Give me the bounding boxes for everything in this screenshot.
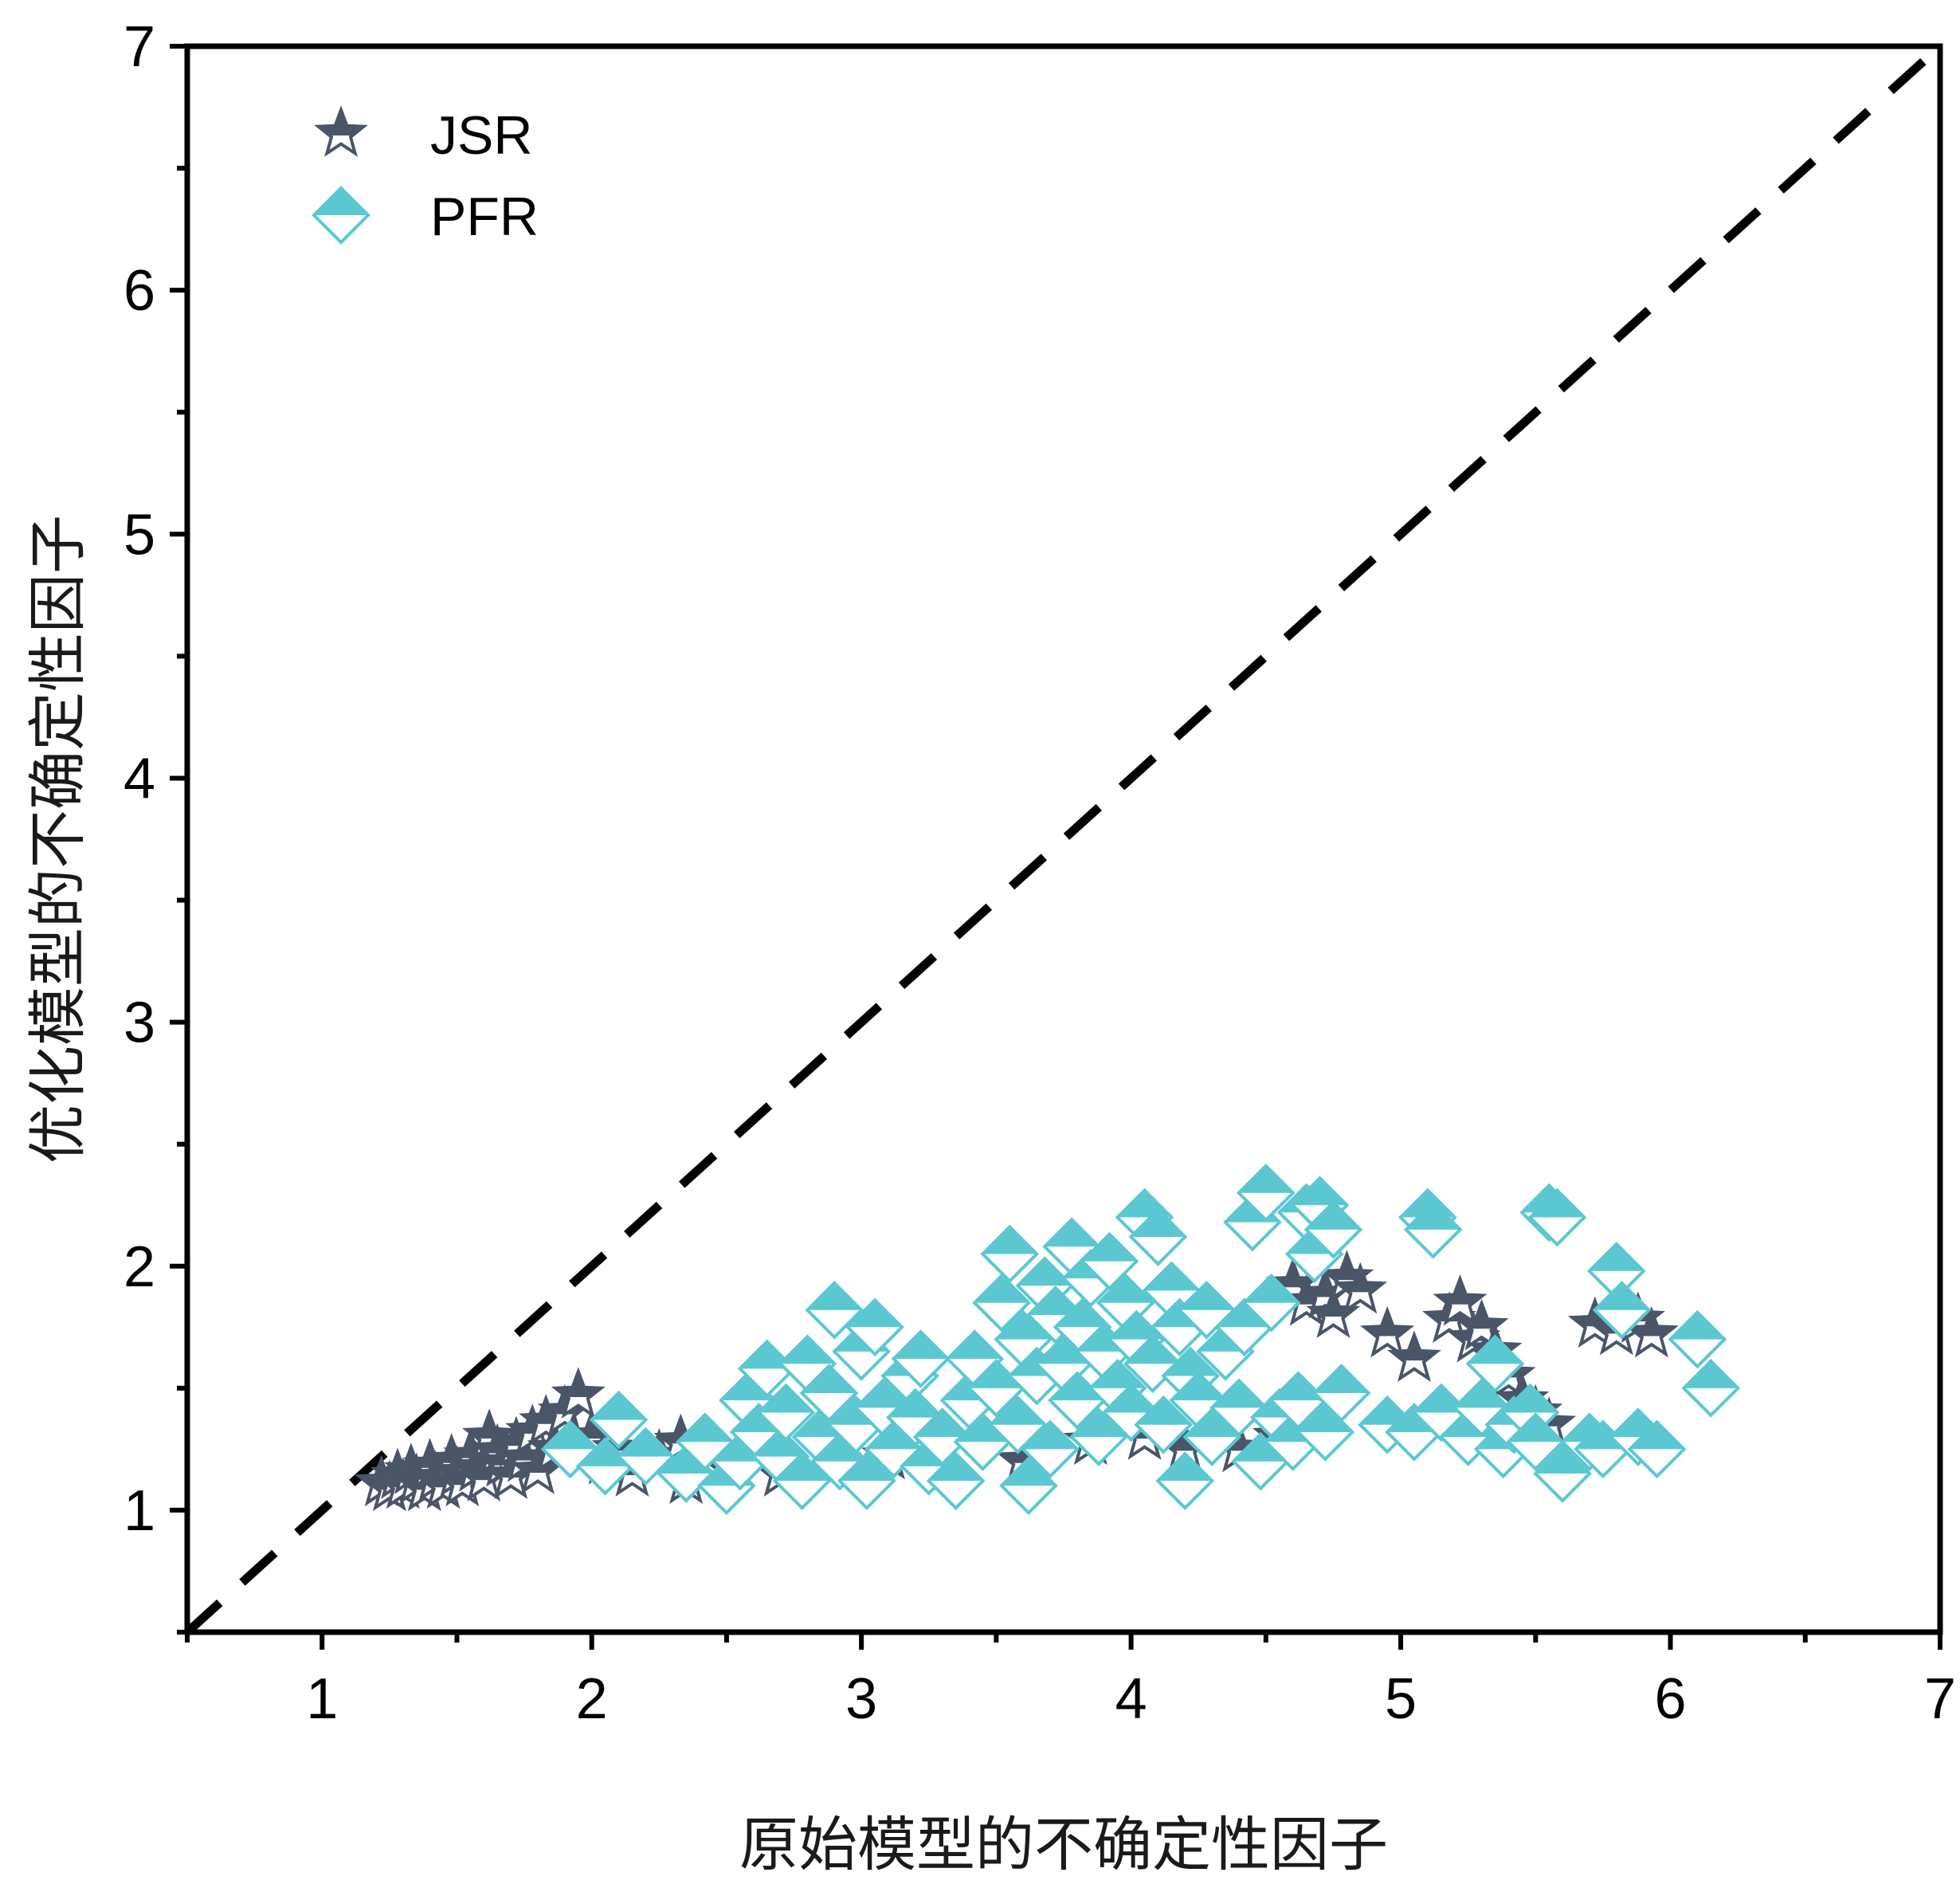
pfr-point <box>1303 1200 1363 1259</box>
points-layer <box>354 1164 1741 1516</box>
x-tick-label: 1 <box>306 1667 338 1731</box>
pfr-point <box>1506 1412 1566 1472</box>
y-tick-label: 3 <box>123 991 155 1055</box>
jsr-point <box>1387 1330 1441 1383</box>
legend-label-pfr: PFR <box>430 186 539 247</box>
jsr-point <box>551 1367 606 1419</box>
pfr-point <box>1021 1419 1080 1479</box>
pfr-point <box>1403 1200 1463 1259</box>
reference-diagonal-line <box>185 46 1942 1632</box>
pfr-point <box>772 1451 832 1511</box>
pfr-point <box>945 1329 1005 1388</box>
jsr-point <box>1333 1262 1388 1314</box>
pfr-point <box>926 1451 986 1511</box>
jsr-point <box>511 1442 565 1494</box>
pfr-point <box>616 1427 676 1486</box>
pfr-point <box>912 1407 972 1466</box>
y-tick-label: 4 <box>123 747 155 811</box>
x-tick-label: 7 <box>1924 1667 1956 1731</box>
y-tick-label: 5 <box>123 503 155 567</box>
pfr-point <box>1465 1334 1525 1394</box>
pfr-point <box>999 1456 1058 1516</box>
y-axis: 1 2 3 4 5 6 7 <box>123 15 187 1635</box>
x-axis-title: 原始模型的不确定性因子 <box>739 1811 1388 1879</box>
legend-label-jsr: JSR <box>430 105 532 166</box>
pfr-point <box>1290 1176 1350 1235</box>
pfr-point <box>1681 1359 1741 1418</box>
pfr-point <box>805 1281 864 1340</box>
pfr-point <box>988 1395 1048 1454</box>
pfr-point <box>1134 1395 1194 1454</box>
legend: JSR PFR <box>312 105 539 247</box>
legend-diamond-marker <box>312 186 370 245</box>
legend-star-marker <box>314 105 368 157</box>
y-tick-label: 6 <box>123 259 155 323</box>
pfr-point <box>1268 1371 1328 1430</box>
pfr-point <box>1128 1207 1188 1266</box>
pfr-point <box>589 1390 649 1450</box>
pfr-point <box>837 1451 896 1511</box>
pfr-point <box>980 1224 1040 1284</box>
y-axis-title: 优化模型的不确定性因子 <box>24 515 92 1164</box>
pfr-point <box>972 1273 1031 1333</box>
pfr-point <box>1311 1364 1371 1423</box>
x-axis: 1 2 3 4 5 6 7 <box>185 1632 1956 1731</box>
pfr-point <box>1015 1256 1075 1316</box>
plot-frame <box>184 43 1943 1635</box>
reference-line-layer <box>185 46 1942 1632</box>
x-tick-label: 4 <box>1115 1667 1147 1731</box>
pfr-point <box>1527 1187 1587 1247</box>
jsr-point <box>1360 1305 1415 1358</box>
pfr-point <box>756 1383 816 1442</box>
y-tick-label: 7 <box>123 15 155 79</box>
y-tick-label: 1 <box>123 1479 155 1543</box>
legend-diamond-icon <box>312 186 370 245</box>
x-tick-label: 6 <box>1655 1667 1687 1731</box>
pfr-point <box>1592 1281 1652 1340</box>
pfr-point <box>575 1436 635 1496</box>
pfr-point <box>1237 1164 1296 1223</box>
pfr-point <box>1155 1451 1215 1511</box>
legend-star-icon <box>314 105 368 157</box>
pfr-point <box>1209 1378 1268 1438</box>
pfr-point <box>1668 1309 1727 1369</box>
jsr-point <box>1433 1274 1488 1326</box>
x-tick-label: 2 <box>576 1667 608 1731</box>
x-tick-label: 3 <box>845 1667 877 1731</box>
pfr-point <box>1587 1242 1646 1301</box>
y-tick-label: 2 <box>123 1235 155 1299</box>
pfr-point <box>1080 1231 1139 1291</box>
pfr-point <box>1533 1444 1592 1503</box>
pfr-point <box>845 1297 904 1357</box>
pfr-point <box>1069 1407 1128 1466</box>
pfr-point <box>799 1364 859 1423</box>
pfr-point <box>891 1329 951 1388</box>
pfr-point <box>1241 1273 1301 1333</box>
jsr-point <box>1454 1298 1509 1351</box>
pfr-point <box>1627 1419 1687 1479</box>
x-tick-label: 5 <box>1385 1667 1417 1731</box>
